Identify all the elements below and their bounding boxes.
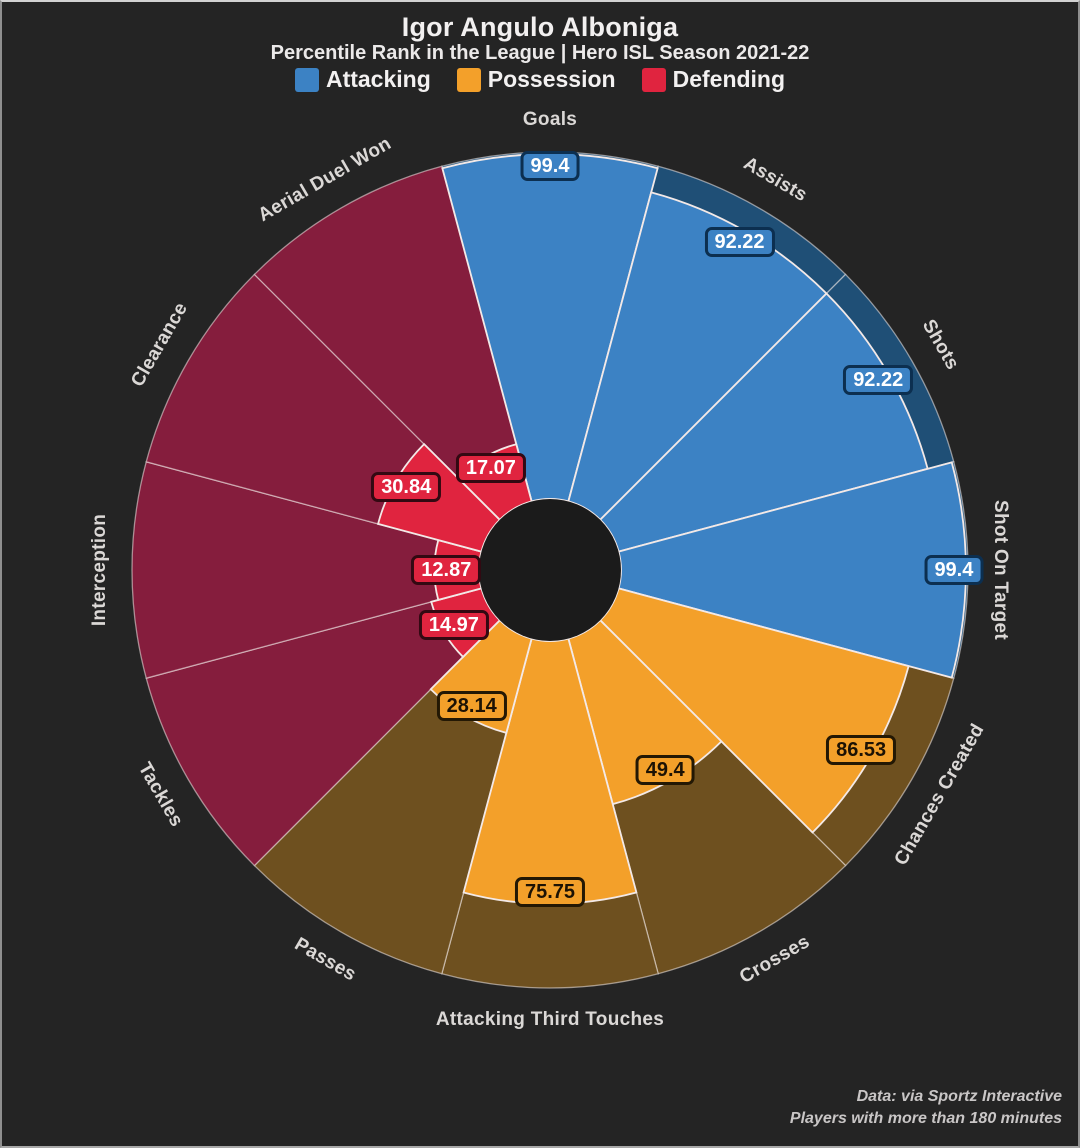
legend-item-possession: Possession: [456, 66, 616, 93]
legend-item-defending: Defending: [641, 66, 786, 93]
legend: Attacking Possession Defending: [0, 66, 1080, 93]
chart-title: Igor Angulo Alboniga: [401, 12, 679, 42]
footer-credits: Data: via Sportz Interactive Players wit…: [790, 1086, 1062, 1130]
footer-note: Players with more than 180 minutes: [789, 1110, 1062, 1127]
legend-label-defending: Defending: [672, 66, 786, 92]
center-hole: [479, 499, 621, 641]
legend-item-attacking: Attacking: [294, 66, 431, 93]
legend-swatch-defending-icon: [641, 67, 666, 92]
legend-label-possession: Possession: [487, 66, 616, 92]
legend-label-attacking: Attacking: [325, 66, 431, 92]
footer-source: Data: via Sportz Interactive: [856, 1088, 1062, 1105]
legend-swatch-attacking-icon: [294, 67, 319, 92]
chart-subtitle: Percentile Rank in the League | Hero ISL…: [270, 42, 810, 64]
legend-swatch-possession-icon: [456, 67, 481, 92]
slice-fill-attacking-third-touches: [462, 637, 638, 905]
